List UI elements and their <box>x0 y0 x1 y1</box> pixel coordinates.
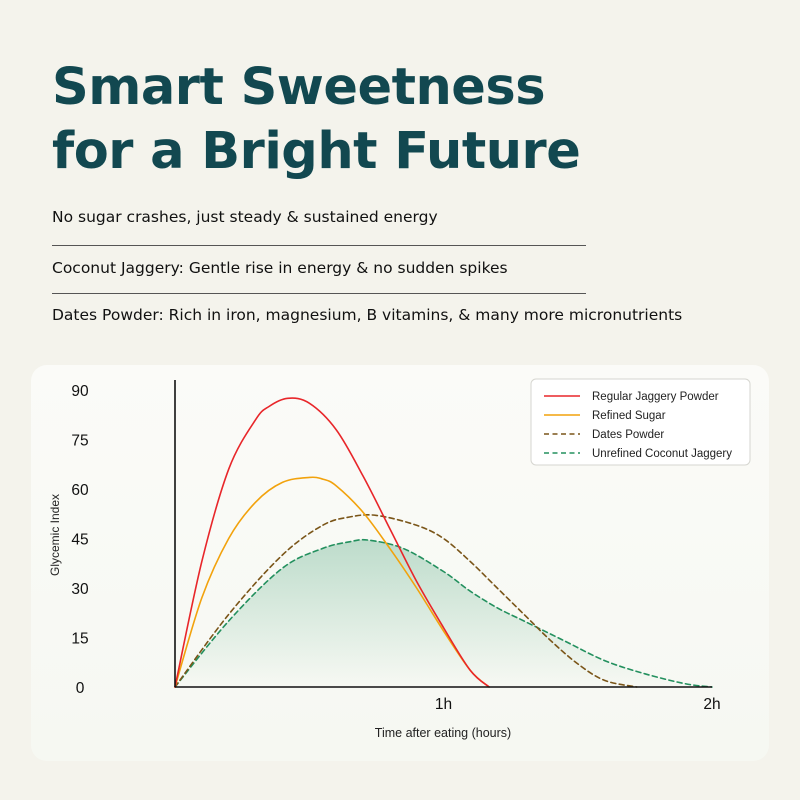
y-tick-label: 75 <box>71 433 88 450</box>
divider-2 <box>52 293 586 294</box>
legend-label-regular-jaggery-powder: Regular Jaggery Powder <box>592 391 719 403</box>
x-tick-label: 2h <box>703 696 720 713</box>
legend-label-refined-sugar: Refined Sugar <box>592 410 666 422</box>
y-tick-label: 0 <box>76 680 85 697</box>
benefit-text-1: No sugar crashes, just steady & sustaine… <box>52 208 438 226</box>
x-tick-label: 1h <box>435 696 452 713</box>
legend-box <box>530 378 751 466</box>
series-line-refined-sugar <box>174 476 490 688</box>
benefit-text-2: Coconut Jaggery: Gentle rise in energy &… <box>52 259 508 277</box>
legend-label-dates-powder: Dates Powder <box>592 429 664 441</box>
y-tick-label: 30 <box>71 581 89 598</box>
series-line-dates-powder <box>174 514 638 688</box>
headline-line-2: for a Bright Future <box>52 122 581 181</box>
headline-line-1: Smart Sweetness <box>52 58 546 117</box>
legend-label-unrefined-coconut-jaggery: Unrefined Coconut Jaggery <box>592 448 732 460</box>
series-line-regular-jaggery-powder <box>174 397 490 688</box>
benefit-text-3: Dates Powder: Rich in iron, magnesium, B… <box>52 306 683 324</box>
headline: Smart Sweetness for a Bright Future <box>52 56 581 184</box>
y-axis-label: Glycemic Index <box>48 494 62 576</box>
series-area-unrefined-coconut-jaggery <box>175 539 712 687</box>
y-tick-label: 60 <box>71 482 89 499</box>
y-tick-label: 15 <box>71 631 88 648</box>
y-tick-label: 90 <box>71 383 89 400</box>
divider-1 <box>52 245 586 246</box>
y-tick-label: 45 <box>71 532 88 549</box>
legend: Regular Jaggery Powder Refined Sugar Dates… <box>530 378 751 466</box>
series-line-unrefined-coconut-jaggery <box>174 538 713 688</box>
x-axis-label: Time after eating (hours) <box>375 726 511 740</box>
